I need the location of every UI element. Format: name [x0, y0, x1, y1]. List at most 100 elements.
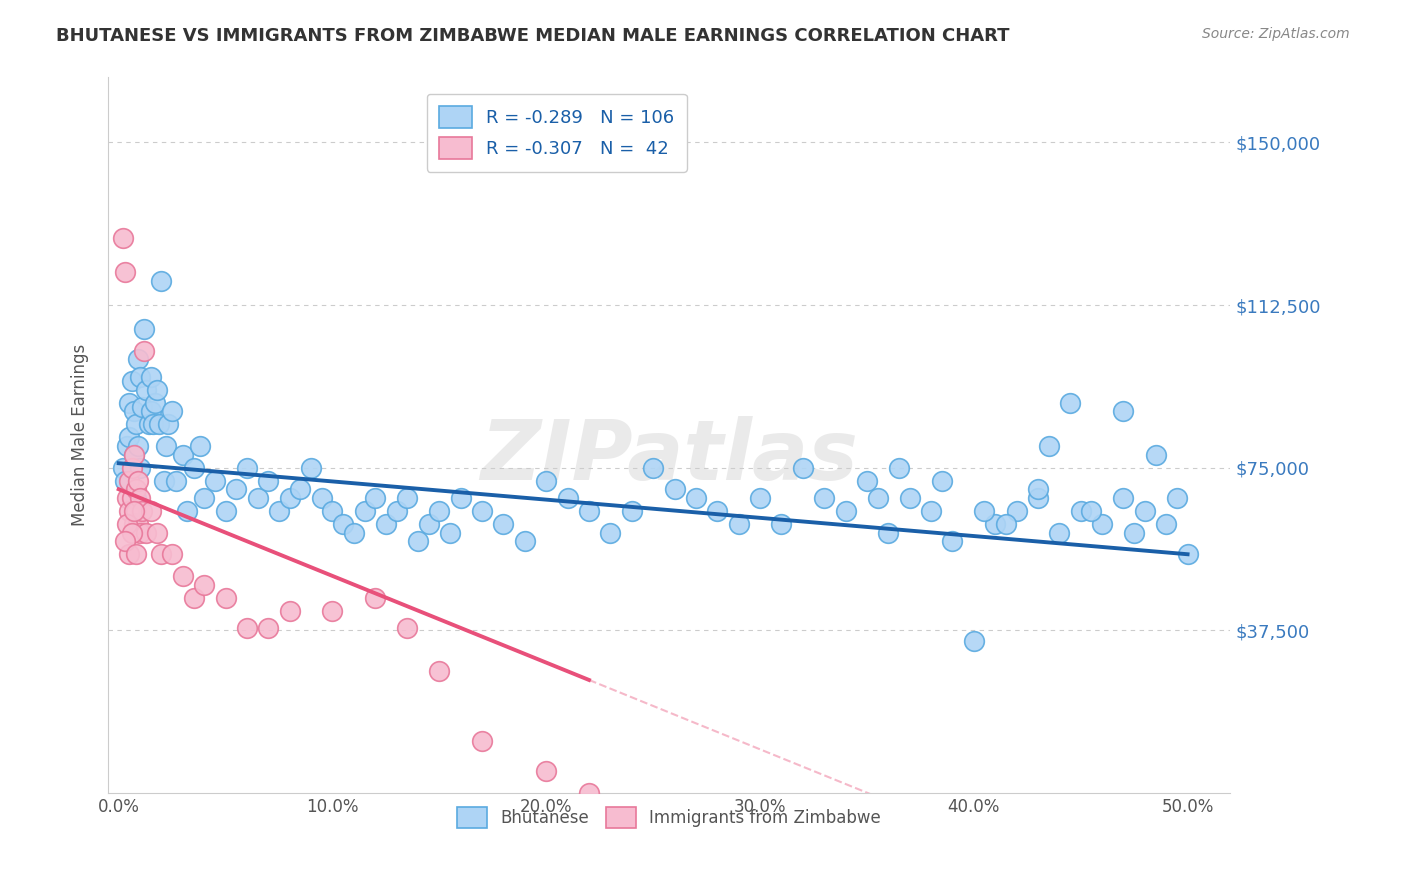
Point	[536, 474, 558, 488]
Point	[290, 482, 312, 496]
Point	[139, 404, 162, 418]
Point	[1112, 491, 1135, 505]
Point	[1059, 395, 1081, 409]
Point	[114, 534, 136, 549]
Point	[813, 491, 835, 505]
Point	[193, 577, 215, 591]
Point	[131, 504, 153, 518]
Point	[118, 547, 141, 561]
Point	[111, 231, 134, 245]
Point	[125, 491, 148, 505]
Point	[866, 491, 889, 505]
Point	[427, 665, 450, 679]
Point	[706, 504, 728, 518]
Point	[188, 439, 211, 453]
Point	[257, 474, 280, 488]
Point	[406, 534, 429, 549]
Point	[973, 504, 995, 518]
Point	[127, 474, 149, 488]
Point	[139, 369, 162, 384]
Point	[152, 474, 174, 488]
Point	[536, 764, 558, 778]
Point	[1133, 504, 1156, 518]
Point	[160, 404, 183, 418]
Point	[267, 504, 290, 518]
Point	[439, 525, 461, 540]
Point	[127, 439, 149, 453]
Point	[898, 491, 921, 505]
Point	[1047, 525, 1070, 540]
Point	[115, 439, 138, 453]
Point	[122, 404, 145, 418]
Point	[165, 474, 187, 488]
Point	[920, 504, 942, 518]
Point	[749, 491, 772, 505]
Point	[156, 417, 179, 432]
Point	[122, 516, 145, 531]
Point	[155, 439, 177, 453]
Point	[115, 516, 138, 531]
Point	[236, 460, 259, 475]
Point	[856, 474, 879, 488]
Point	[193, 491, 215, 505]
Point	[396, 491, 419, 505]
Point	[620, 504, 643, 518]
Point	[143, 395, 166, 409]
Point	[146, 525, 169, 540]
Point	[1144, 448, 1167, 462]
Point	[129, 369, 152, 384]
Point	[257, 621, 280, 635]
Point	[172, 448, 194, 462]
Point	[135, 525, 157, 540]
Text: Source: ZipAtlas.com: Source: ZipAtlas.com	[1202, 27, 1350, 41]
Point	[994, 516, 1017, 531]
Point	[146, 383, 169, 397]
Point	[118, 504, 141, 518]
Point	[118, 395, 141, 409]
Point	[183, 591, 205, 605]
Point	[427, 504, 450, 518]
Point	[121, 525, 143, 540]
Point	[578, 504, 600, 518]
Point	[129, 460, 152, 475]
Point	[941, 534, 963, 549]
Point	[127, 516, 149, 531]
Point	[142, 417, 165, 432]
Point	[877, 525, 900, 540]
Point	[278, 604, 301, 618]
Point	[770, 516, 793, 531]
Point	[121, 374, 143, 388]
Point	[418, 516, 440, 531]
Point	[115, 491, 138, 505]
Point	[1080, 504, 1102, 518]
Point	[214, 591, 236, 605]
Point	[299, 460, 322, 475]
Point	[214, 504, 236, 518]
Point	[135, 383, 157, 397]
Point	[278, 491, 301, 505]
Point	[396, 621, 419, 635]
Point	[834, 504, 856, 518]
Point	[364, 491, 387, 505]
Point	[471, 733, 494, 747]
Point	[1026, 482, 1049, 496]
Point	[599, 525, 621, 540]
Point	[122, 448, 145, 462]
Point	[125, 417, 148, 432]
Point	[343, 525, 366, 540]
Point	[121, 460, 143, 475]
Legend: Bhutanese, Immigrants from Zimbabwe: Bhutanese, Immigrants from Zimbabwe	[450, 801, 887, 834]
Point	[121, 491, 143, 505]
Point	[1166, 491, 1188, 505]
Point	[727, 516, 749, 531]
Point	[931, 474, 953, 488]
Point	[122, 448, 145, 462]
Point	[139, 504, 162, 518]
Point	[114, 265, 136, 279]
Point	[225, 482, 247, 496]
Y-axis label: Median Male Earnings: Median Male Earnings	[72, 344, 89, 526]
Point	[685, 491, 707, 505]
Point	[125, 482, 148, 496]
Point	[471, 504, 494, 518]
Point	[1123, 525, 1146, 540]
